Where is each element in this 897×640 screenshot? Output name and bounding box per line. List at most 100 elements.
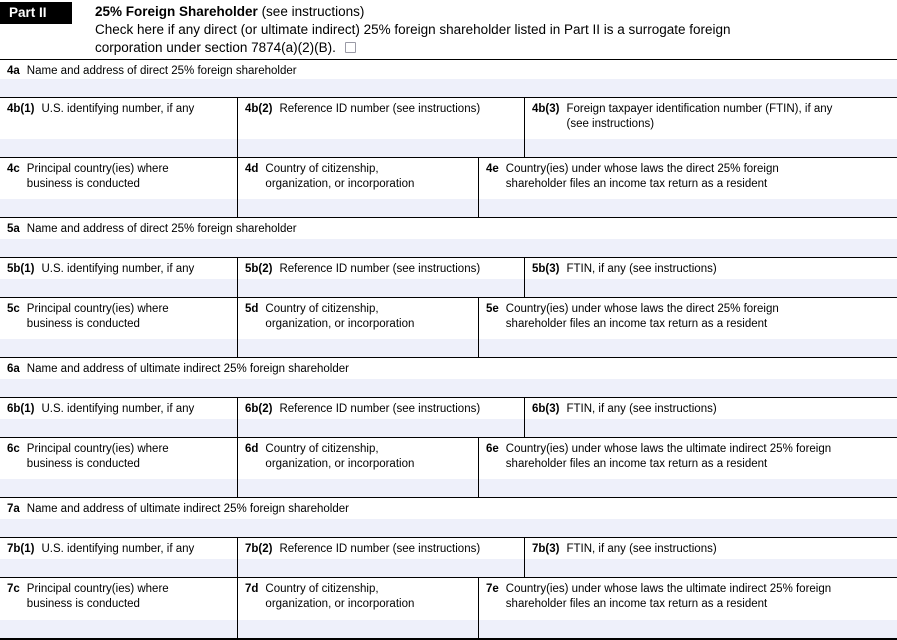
- field-7b2-label: Reference ID number (see instructions): [279, 543, 481, 555]
- field-7c-label: Principal country(ies) where business is…: [26, 583, 169, 610]
- row-6b: 6b(1) U.S. identifying number, if any 6b…: [0, 398, 897, 438]
- field-6e-label: Country(ies) under whose laws the ultima…: [505, 443, 832, 470]
- field-5b1-input[interactable]: [0, 279, 237, 297]
- field-7e-input[interactable]: [479, 620, 897, 638]
- field-4b3-label-area: 4b(3) Foreign taxpayer identification nu…: [525, 98, 897, 139]
- field-4b3: 4b(3) Foreign taxpayer identification nu…: [524, 98, 897, 157]
- row-5b: 5b(1) U.S. identifying number, if any 5b…: [0, 258, 897, 298]
- field-4e-input[interactable]: [479, 199, 897, 217]
- field-4b1-number: 4b(1): [7, 103, 35, 115]
- field-4d-label-area: 4d Country of citizenship, organization,…: [238, 158, 478, 199]
- field-6a-input[interactable]: [0, 379, 897, 397]
- field-7b3: 7b(3) FTIN, if any (see instructions): [524, 538, 897, 577]
- part-title-text: 25% Foreign Shareholder: [95, 4, 258, 19]
- field-7b2-label-area: 7b(2) Reference ID number (see instructi…: [238, 538, 524, 559]
- field-5b3-input[interactable]: [525, 279, 897, 297]
- shareholder-section-4: 4a Name and address of direct 25% foreig…: [0, 60, 897, 218]
- field-4c-label-area: 4c Principal country(ies) where business…: [0, 158, 237, 199]
- part-label-badge: Part II: [0, 2, 72, 24]
- field-4c-input[interactable]: [0, 199, 237, 217]
- field-5c-label-area: 5c Principal country(ies) where business…: [0, 298, 237, 339]
- field-5a-number: 5a: [7, 223, 20, 235]
- field-4d-input[interactable]: [238, 199, 478, 217]
- field-4b2: 4b(2) Reference ID number (see instructi…: [237, 98, 524, 157]
- field-5d-input[interactable]: [238, 339, 478, 357]
- field-5c-label: Principal country(ies) where business is…: [26, 303, 169, 330]
- field-4e-label-area: 4e Country(ies) under whose laws the dir…: [479, 158, 897, 199]
- part-header: Part II 25% Foreign Shareholder (see ins…: [0, 0, 897, 60]
- field-4d-number: 4d: [245, 163, 259, 175]
- field-6b2-input[interactable]: [238, 419, 524, 437]
- field-4a: 4a Name and address of direct 25% foreig…: [0, 60, 897, 97]
- field-7d-number: 7d: [245, 583, 259, 595]
- row-7a: 7a Name and address of ultimate indirect…: [0, 498, 897, 538]
- field-6d-label: Country of citizenship, organization, or…: [265, 443, 415, 470]
- field-4b3-input[interactable]: [525, 139, 897, 157]
- field-5b1: 5b(1) U.S. identifying number, if any: [0, 258, 237, 297]
- surrogate-foreign-checkbox[interactable]: [344, 41, 356, 53]
- field-4a-label-area: 4a Name and address of direct 25% foreig…: [0, 60, 897, 79]
- field-7d-label: Country of citizenship, organization, or…: [265, 583, 415, 610]
- field-4b1: 4b(1) U.S. identifying number, if any: [0, 98, 237, 157]
- field-7b1-input[interactable]: [0, 559, 237, 577]
- field-7d-input[interactable]: [238, 620, 478, 638]
- field-7a-label: Name and address of ultimate indirect 25…: [26, 503, 349, 515]
- shareholder-section-7: 7a Name and address of ultimate indirect…: [0, 498, 897, 640]
- field-7d-label-area: 7d Country of citizenship, organization,…: [238, 578, 478, 620]
- field-5b3-label-area: 5b(3) FTIN, if any (see instructions): [525, 258, 897, 279]
- field-5a-input[interactable]: [0, 239, 897, 257]
- field-4a-input[interactable]: [0, 79, 897, 97]
- field-5d-number: 5d: [245, 303, 259, 315]
- field-5b2: 5b(2) Reference ID number (see instructi…: [237, 258, 524, 297]
- field-6d-number: 6d: [245, 443, 259, 455]
- field-7a-label-area: 7a Name and address of ultimate indirect…: [0, 498, 897, 519]
- field-7b3-input[interactable]: [525, 559, 897, 577]
- field-4d-label: Country of citizenship, organization, or…: [265, 163, 415, 190]
- field-7b2-input[interactable]: [238, 559, 524, 577]
- field-5c-input[interactable]: [0, 339, 237, 357]
- field-6b3-input[interactable]: [525, 419, 897, 437]
- field-7e: 7e Country(ies) under whose laws the ult…: [478, 578, 897, 638]
- field-6b1-label: U.S. identifying number, if any: [41, 403, 195, 415]
- part-title: 25% Foreign Shareholder (see instruction…: [95, 4, 364, 19]
- field-4b2-number: 4b(2): [245, 103, 273, 115]
- field-6b1-input[interactable]: [0, 419, 237, 437]
- field-4b3-number: 4b(3): [532, 103, 560, 115]
- field-5a-label-area: 5a Name and address of direct 25% foreig…: [0, 218, 897, 239]
- field-6e-input[interactable]: [479, 479, 897, 497]
- field-5e-label-area: 5e Country(ies) under whose laws the dir…: [479, 298, 897, 339]
- field-4b3-label: Foreign taxpayer identification number (…: [566, 103, 833, 130]
- field-4e-label: Country(ies) under whose laws the direct…: [505, 163, 779, 190]
- field-4b2-input[interactable]: [238, 139, 524, 157]
- field-5b3-label: FTIN, if any (see instructions): [566, 263, 717, 275]
- field-6a-label-area: 6a Name and address of ultimate indirect…: [0, 358, 897, 379]
- field-7b3-label-area: 7b(3) FTIN, if any (see instructions): [525, 538, 897, 559]
- field-7b3-label: FTIN, if any (see instructions): [566, 543, 717, 555]
- field-5e: 5e Country(ies) under whose laws the dir…: [478, 298, 897, 357]
- shareholder-sections: 4a Name and address of direct 25% foreig…: [0, 60, 897, 640]
- field-6c-input[interactable]: [0, 479, 237, 497]
- field-5e-input[interactable]: [479, 339, 897, 357]
- field-4e: 4e Country(ies) under whose laws the dir…: [478, 158, 897, 217]
- field-7b1-label: U.S. identifying number, if any: [41, 543, 195, 555]
- field-7b2-number: 7b(2): [245, 543, 273, 555]
- field-4a-label: Name and address of direct 25% foreign s…: [26, 65, 297, 77]
- field-6e: 6e Country(ies) under whose laws the ult…: [478, 438, 897, 497]
- field-4b1-label-area: 4b(1) U.S. identifying number, if any: [0, 98, 237, 139]
- field-4b1-input[interactable]: [0, 139, 237, 157]
- field-6b1-number: 6b(1): [7, 403, 35, 415]
- field-7a-input[interactable]: [0, 519, 897, 537]
- shareholder-section-6: 6a Name and address of ultimate indirect…: [0, 358, 897, 498]
- part-title-note: (see instructions): [261, 4, 365, 19]
- field-6d-input[interactable]: [238, 479, 478, 497]
- field-5d-label: Country of citizenship, organization, or…: [265, 303, 415, 330]
- field-7b3-number: 7b(3): [532, 543, 560, 555]
- row-6cde: 6c Principal country(ies) where business…: [0, 438, 897, 498]
- field-4c-label: Principal country(ies) where business is…: [26, 163, 169, 190]
- field-5a: 5a Name and address of direct 25% foreig…: [0, 218, 897, 257]
- field-6b2-label: Reference ID number (see instructions): [279, 403, 481, 415]
- field-5b2-input[interactable]: [238, 279, 524, 297]
- field-7c-input[interactable]: [0, 620, 237, 638]
- field-5b3: 5b(3) FTIN, if any (see instructions): [524, 258, 897, 297]
